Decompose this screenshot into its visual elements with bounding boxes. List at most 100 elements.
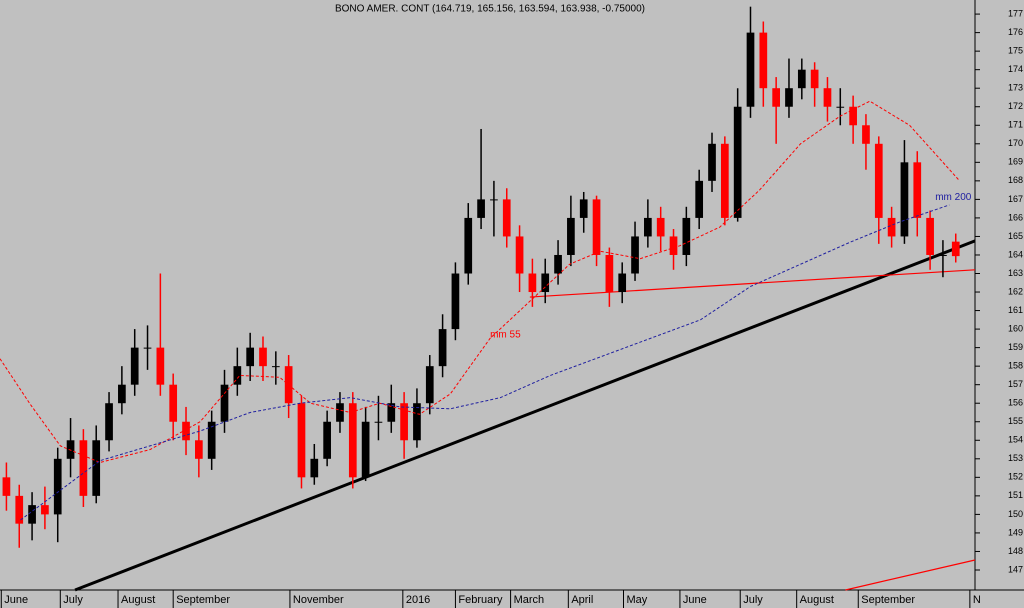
- candle-body: [348, 403, 357, 478]
- candle-body: [259, 347, 267, 367]
- candle-body: [66, 440, 75, 459]
- candle-body: [438, 329, 447, 367]
- x-tick-label: July: [63, 594, 83, 606]
- candle-body: [772, 88, 780, 107]
- candle-body: [169, 384, 178, 422]
- y-tick-label: 159: [1008, 342, 1023, 352]
- candle-body: [708, 143, 716, 181]
- candle-body: [644, 217, 652, 237]
- candle-body: [746, 32, 755, 107]
- x-tick-label: N: [973, 594, 981, 606]
- candle-body: [720, 143, 729, 218]
- candle-body: [220, 384, 229, 422]
- y-tick-label: 160: [1008, 323, 1023, 333]
- y-tick-label: 174: [1008, 64, 1023, 74]
- x-tick-label: June: [4, 594, 28, 606]
- candle-body: [887, 217, 896, 237]
- candle-body: [900, 162, 909, 237]
- candle-body: [823, 88, 832, 107]
- y-tick-label: 164: [1008, 249, 1023, 259]
- candle-body: [797, 69, 806, 89]
- candle-body: [810, 69, 819, 89]
- candle-body: [502, 199, 511, 237]
- candle-body: [464, 217, 473, 274]
- candle-body: [451, 273, 460, 330]
- candle-body: [182, 421, 190, 441]
- y-tick-label: 156: [1008, 398, 1023, 408]
- candle-body: [41, 505, 49, 515]
- y-tick-label: 173: [1008, 83, 1023, 93]
- y-tick-label: 161: [1008, 305, 1023, 315]
- candle-body: [400, 403, 408, 441]
- y-tick-label: 171: [1008, 120, 1023, 130]
- candle-body: [79, 440, 88, 496]
- candle-body: [336, 403, 344, 422]
- y-tick-label: 175: [1008, 46, 1023, 56]
- y-tick-label: 153: [1008, 453, 1023, 463]
- y-tick-label: 155: [1008, 416, 1023, 426]
- candle-body: [926, 217, 934, 255]
- series-label: mm 55: [490, 329, 521, 340]
- y-tick-label: 162: [1008, 286, 1023, 296]
- candle-body: [425, 366, 434, 404]
- x-tick-label: May: [626, 594, 647, 606]
- candle-body: [515, 236, 524, 274]
- candle-body: [374, 421, 383, 423]
- candle-body: [785, 88, 793, 107]
- candle-body: [105, 403, 113, 441]
- x-tick-label: June: [683, 594, 707, 606]
- candle-body: [862, 125, 870, 144]
- y-tick-label: 177: [1008, 8, 1023, 18]
- candle-body: [874, 143, 883, 218]
- candle-body: [554, 254, 562, 274]
- candle-body: [361, 421, 370, 478]
- y-tick-label: 167: [1008, 194, 1023, 204]
- candle-body: [271, 366, 280, 368]
- candle-body: [913, 162, 922, 218]
- candle-body: [951, 241, 960, 257]
- candle-body: [28, 505, 36, 524]
- candle-body: [323, 421, 331, 459]
- y-tick-label: 166: [1008, 212, 1023, 222]
- candle-body: [53, 458, 62, 515]
- candle-body: [695, 180, 704, 218]
- candle-body: [310, 458, 319, 478]
- x-tick-label: April: [571, 594, 593, 606]
- y-tick-label: 158: [1008, 361, 1023, 371]
- x-tick-label: November: [293, 594, 344, 606]
- y-tick-label: 148: [1008, 546, 1023, 556]
- candle-body: [246, 347, 255, 367]
- candle-body: [618, 273, 627, 293]
- trendline: [529, 269, 976, 298]
- y-tick-label: 154: [1008, 435, 1023, 445]
- candle-body: [156, 347, 165, 385]
- candle-body: [297, 403, 306, 478]
- y-tick-label: 176: [1008, 27, 1023, 37]
- candle-body: [92, 440, 101, 496]
- x-tick-label: March: [514, 594, 545, 606]
- candle-body: [387, 403, 396, 422]
- candle-body: [631, 236, 639, 274]
- candle-body: [939, 254, 947, 256]
- series-label: mm 200: [935, 192, 972, 203]
- candle-body: [528, 273, 537, 293]
- x-tick-label: September: [176, 594, 230, 606]
- candle-body: [669, 236, 678, 255]
- candle-body: [733, 106, 742, 218]
- y-tick-label: 151: [1008, 490, 1023, 500]
- y-tick-label: 170: [1008, 138, 1023, 148]
- y-tick-label: 163: [1008, 268, 1023, 278]
- x-tick-label: August: [800, 594, 834, 606]
- candle-body: [207, 421, 216, 459]
- candle-body: [195, 440, 203, 459]
- y-tick-label: 168: [1008, 175, 1023, 185]
- y-tick-label: 169: [1008, 157, 1023, 167]
- candle-body: [413, 403, 421, 441]
- candle-body: [118, 384, 126, 404]
- candle-body: [15, 495, 24, 524]
- candle-body: [682, 217, 691, 255]
- candle-body: [490, 199, 498, 201]
- chart-title: BONO AMER. CONT (164.719, 165.156, 163.5…: [335, 4, 645, 15]
- x-tick-label: 2016: [406, 594, 430, 606]
